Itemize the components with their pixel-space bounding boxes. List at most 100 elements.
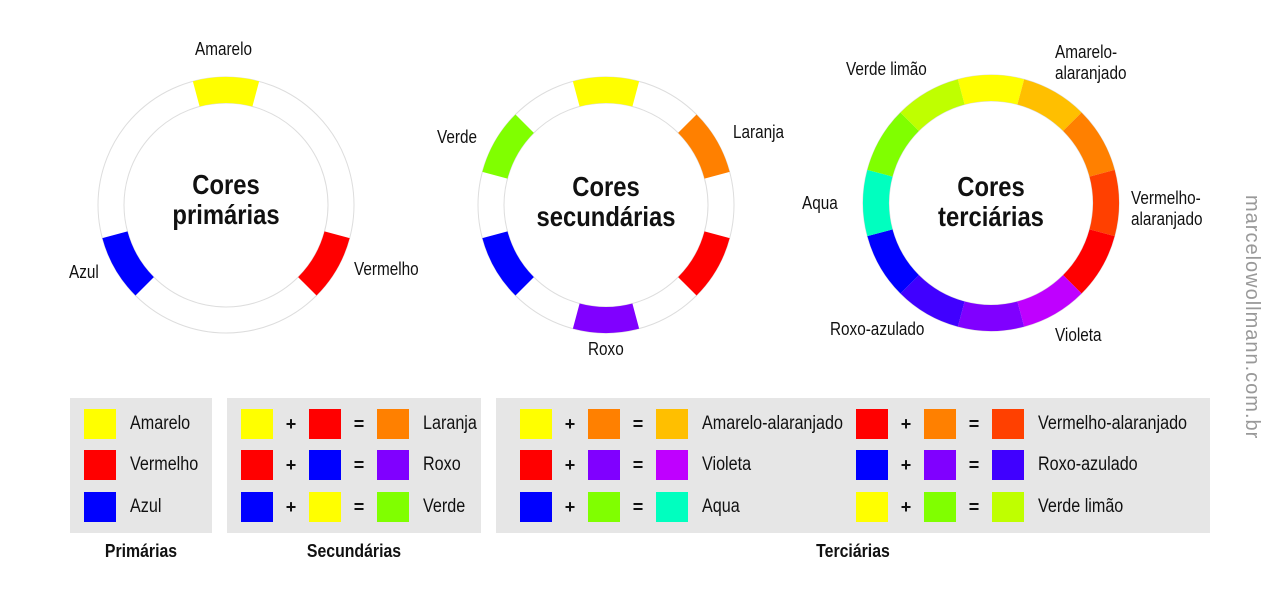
caption-secundarias: Secundárias [306,541,402,561]
swatch-violeta [656,450,688,480]
segment-amarelo [957,75,1025,105]
swatch-azul [856,450,888,480]
label-azul: Azul [69,262,99,282]
legend-row: + = Roxo-azulado [856,449,1155,481]
segment-verde [867,112,919,177]
equals-sign: = [968,454,980,475]
label-aqua: Aqua [802,193,838,213]
equals-sign: = [968,413,980,434]
label-roxo-azulado: Roxo-azulado [830,319,925,339]
swatch-vermelho [309,409,341,439]
wheel-title-secundarias: Cores secundárias [536,171,676,232]
segment-vermelho [298,231,350,296]
swatch-laranja [588,409,620,439]
plus-sign: + [900,454,912,475]
swatch-laranja [377,409,409,439]
color-name: Amarelo-alaranjado [702,413,843,434]
swatch-verde-limao [992,492,1024,522]
color-name: Vermelho [130,454,199,475]
swatch-amarelo [309,492,341,522]
legend-primarias: Amarelo Vermelho Azul [70,398,212,533]
swatch-vermelho [84,450,116,480]
segment-amarelo-alaranjado [1017,79,1082,131]
equals-sign: = [632,454,644,475]
segment-verde-limao [900,79,965,131]
caption-terciarias: Terciárias [816,541,890,561]
segment-aqua [863,169,893,237]
legend-row: + = Verde [241,491,473,523]
segment-amarelo [192,77,260,107]
swatch-roxo [924,450,956,480]
swatch-roxo [588,450,620,480]
legend-row: Vermelho [84,449,210,481]
segment-verde [482,114,534,179]
color-name: Verde [423,496,466,517]
segment-violeta [1017,275,1082,327]
swatch-azul [84,492,116,522]
label-violeta: Violeta [1055,325,1102,345]
legend-row: + = Amarelo-alaranjado [520,408,868,440]
segment-vermelho-alaranjado [1089,169,1119,237]
legend-row: + = Roxo [241,449,467,481]
equals-sign: = [353,454,365,475]
watermark: marcelowollmann.com.br [1241,195,1263,440]
swatch-vermelho [241,450,273,480]
label-laranja: Laranja [733,122,785,142]
legend-row: + = Vermelho-alaranjado [856,408,1213,440]
color-name: Aqua [702,496,740,517]
swatch-vermelho-alaranjado [992,409,1024,439]
legend-row: Amarelo [84,408,201,440]
legend-row: Azul [84,491,167,523]
legend-row: + = Verde limão [856,491,1138,523]
swatch-amarelo [520,409,552,439]
plus-sign: + [285,454,297,475]
swatch-amarelo [241,409,273,439]
plus-sign: + [285,496,297,517]
plus-sign: + [285,413,297,434]
swatch-vermelho [856,409,888,439]
segment-laranja [1063,112,1115,177]
legend-row: + = Aqua [520,491,746,523]
plus-sign: + [564,454,576,475]
caption-primarias: Primárias [104,541,178,561]
segment-azul [867,229,919,294]
label-amarelo-alaranjado: Amarelo- alaranjado [1055,42,1127,83]
segment-vermelho [678,231,730,296]
label-amarelo: Amarelo [195,39,252,59]
swatch-aqua [656,492,688,522]
swatch-verde [588,492,620,522]
label-vermelho: Vermelho [354,259,419,279]
swatch-laranja [924,409,956,439]
wheel-title-terciarias: Cores terciárias [938,171,1044,232]
segment-roxo [957,301,1025,331]
legend-terciarias: + = Amarelo-alaranjado + = Violeta + = Aqua + = Ver… [496,398,1210,533]
segment-roxo [572,303,640,333]
swatch-roxo-azulado [992,450,1024,480]
swatch-roxo [377,450,409,480]
legend-row: + = Laranja [241,408,486,440]
label-verde-limao: Verde limão [846,59,927,79]
swatch-azul [520,492,552,522]
segment-amarelo [572,77,640,107]
plus-sign: + [900,413,912,434]
plus-sign: + [900,496,912,517]
color-name: Violeta [702,454,752,475]
equals-sign: = [632,496,644,517]
segment-azul [482,231,534,296]
wheel-title-primarias: Cores primárias [172,169,280,230]
swatch-azul [309,450,341,480]
legend-row: + = Violeta [520,449,760,481]
label-roxo: Roxo [588,339,624,359]
swatch-verde [924,492,956,522]
swatch-verde [377,492,409,522]
equals-sign: = [632,413,644,434]
color-name: Azul [130,496,162,517]
color-name: Amarelo [130,413,191,434]
segment-laranja [678,114,730,179]
color-name: Vermelho-alaranjado [1038,413,1188,434]
legend-secundarias: + = Laranja + = Roxo + = Verde [227,398,481,533]
swatch-amarelo-alaranjado [656,409,688,439]
swatch-amarelo [856,492,888,522]
swatch-amarelo [84,409,116,439]
